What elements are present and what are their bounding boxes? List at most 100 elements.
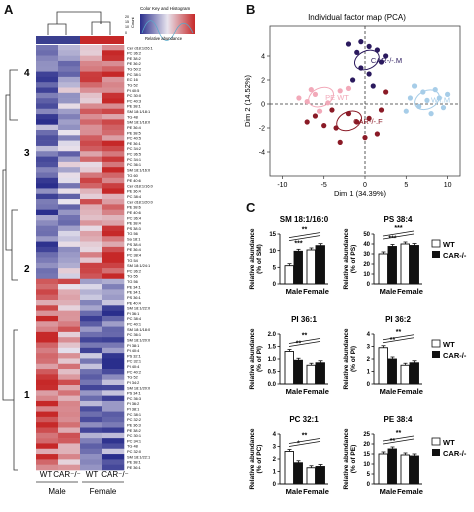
pca-point bbox=[308, 87, 314, 93]
color-key-ytick: 15 bbox=[125, 20, 129, 24]
heatmap-cell bbox=[102, 114, 125, 120]
bar-legend-bottom: WT CAR-/- bbox=[431, 437, 467, 458]
significance-marker: *** bbox=[394, 225, 402, 232]
heatmap-cell bbox=[80, 225, 103, 232]
heatmap-row-label: Cer d18:1/20:0 bbox=[127, 199, 154, 204]
heatmap-cell bbox=[36, 432, 59, 439]
pca-group-label: PE WT bbox=[325, 93, 349, 102]
pca-ylabel: Dim 2 (14.52%) bbox=[243, 74, 252, 127]
heatmap-cell bbox=[36, 400, 59, 407]
pca-point bbox=[411, 83, 418, 89]
bar-chart-ytick: 2.0 bbox=[268, 332, 277, 338]
heatmap-cell bbox=[102, 347, 125, 354]
bar-chart-ylabel: Relative abundance bbox=[249, 228, 256, 289]
heatmap-cell bbox=[80, 337, 103, 343]
heatmap-cell bbox=[36, 236, 59, 242]
heatmap-row-label: PE 36:1 bbox=[127, 141, 141, 146]
heatmap-cell bbox=[102, 454, 125, 460]
pca-point bbox=[312, 113, 319, 119]
heatmap-cell bbox=[58, 87, 81, 94]
heatmap-cell bbox=[58, 177, 81, 184]
heatmap-cell bbox=[80, 177, 103, 184]
bar-chart-category: Male bbox=[380, 387, 397, 396]
heatmap-cell bbox=[102, 406, 125, 412]
pca-xtick: 0 bbox=[363, 182, 367, 189]
heatmap-cell bbox=[80, 268, 103, 274]
heatmap-cell bbox=[58, 124, 81, 131]
heatmap-cell bbox=[80, 294, 103, 301]
heatmap-cell bbox=[80, 278, 103, 285]
heatmap-cell bbox=[36, 140, 59, 147]
bar-chart-ylabel: (% of PI) bbox=[350, 346, 357, 372]
heatmap-cell bbox=[58, 400, 81, 407]
heatmap-cell bbox=[36, 337, 59, 343]
heatmap-cell bbox=[36, 71, 59, 78]
heatmap-cell bbox=[58, 230, 81, 237]
heatmap-cell bbox=[102, 278, 125, 285]
pca-point bbox=[321, 123, 327, 129]
heatmap-cell bbox=[58, 199, 81, 205]
pca-point bbox=[358, 39, 364, 45]
bar bbox=[387, 246, 397, 285]
heatmap-cell bbox=[36, 50, 59, 56]
bar-chart-ytick: 30 bbox=[363, 252, 370, 258]
heatmap-row-label: PI 40:5 bbox=[127, 88, 139, 93]
heatmap-cell bbox=[36, 422, 59, 428]
heatmap-cell bbox=[58, 268, 81, 274]
heatmap-cell bbox=[102, 108, 125, 115]
heatmap-cell bbox=[102, 305, 125, 311]
heatmap-cell bbox=[58, 411, 81, 418]
heatmap-cell bbox=[36, 347, 59, 354]
heatmap-cell bbox=[80, 130, 103, 136]
bar bbox=[306, 467, 316, 485]
pca-point bbox=[445, 91, 451, 97]
heatmap-cell bbox=[36, 204, 59, 210]
heatmap-cell bbox=[102, 273, 125, 280]
heatmap-row-labels: Cer d18:1/26:1PC 36:2PE 38:2PE 36:2TG 50… bbox=[127, 45, 154, 470]
pca-confidence-ellipse bbox=[353, 49, 380, 71]
heatmap-row-label: TG 48 bbox=[127, 114, 138, 119]
heatmap-row-label: PC 38:4 bbox=[127, 252, 142, 257]
heatmap-cell bbox=[58, 183, 81, 189]
heatmap-cell bbox=[36, 262, 59, 269]
heatmap-row-label: PI 40:4 bbox=[127, 364, 140, 369]
heatmap-row-label: PC 40:1 bbox=[127, 322, 141, 327]
heatmap-cell bbox=[58, 225, 81, 232]
heatmap-cell bbox=[36, 177, 59, 184]
pca-group-label: WT.M bbox=[431, 96, 450, 105]
heatmap-row-label: PE 36:4 bbox=[127, 125, 142, 130]
heatmap-cell bbox=[102, 193, 125, 200]
cluster-label-4: 4 bbox=[24, 68, 30, 79]
heatmap-cell bbox=[102, 98, 125, 104]
heatmap-cell bbox=[36, 406, 59, 412]
bar-chart-ytick: 15 bbox=[269, 232, 276, 238]
bar-chart-ylabel: (% of PE) bbox=[350, 445, 357, 474]
heatmap-cell bbox=[36, 411, 59, 418]
heatmap-cell bbox=[102, 342, 125, 349]
row-dendrogram bbox=[2, 69, 18, 471]
heatmap-cell bbox=[80, 385, 103, 391]
heatmap-cell bbox=[58, 379, 81, 386]
heatmap-cell bbox=[102, 310, 125, 317]
pca-group-label: CAR-/-.F bbox=[353, 117, 383, 126]
heatmap-row-label: PE 38:2 bbox=[127, 428, 141, 433]
heatmap-cell bbox=[58, 92, 81, 99]
heatmap-row-label: PI 34:2 bbox=[127, 380, 139, 385]
bar-chart-ytick: 4 bbox=[367, 332, 371, 338]
pca-point bbox=[366, 115, 372, 121]
group-label-male: Male bbox=[48, 487, 66, 496]
pca-group-label: CAR-/-.M bbox=[371, 56, 402, 65]
bar-chart: SM 18:1/16:0 Relative abundance (% of SM) 1… bbox=[249, 215, 329, 296]
heatmap-cell bbox=[36, 369, 59, 375]
heatmap-cell bbox=[80, 310, 103, 317]
heatmap-cell bbox=[80, 103, 103, 110]
heatmap-row-label: PC 36:1 bbox=[127, 162, 141, 167]
heatmap-cell bbox=[80, 199, 103, 205]
heatmap-cell bbox=[58, 406, 81, 412]
bar-chart-ytick: 4 bbox=[273, 432, 277, 438]
heatmap-cell bbox=[102, 416, 125, 423]
heatmap-cell bbox=[80, 273, 103, 280]
heatmap-cell bbox=[36, 289, 59, 295]
heatmap-cell bbox=[102, 369, 125, 375]
bar bbox=[306, 364, 316, 385]
